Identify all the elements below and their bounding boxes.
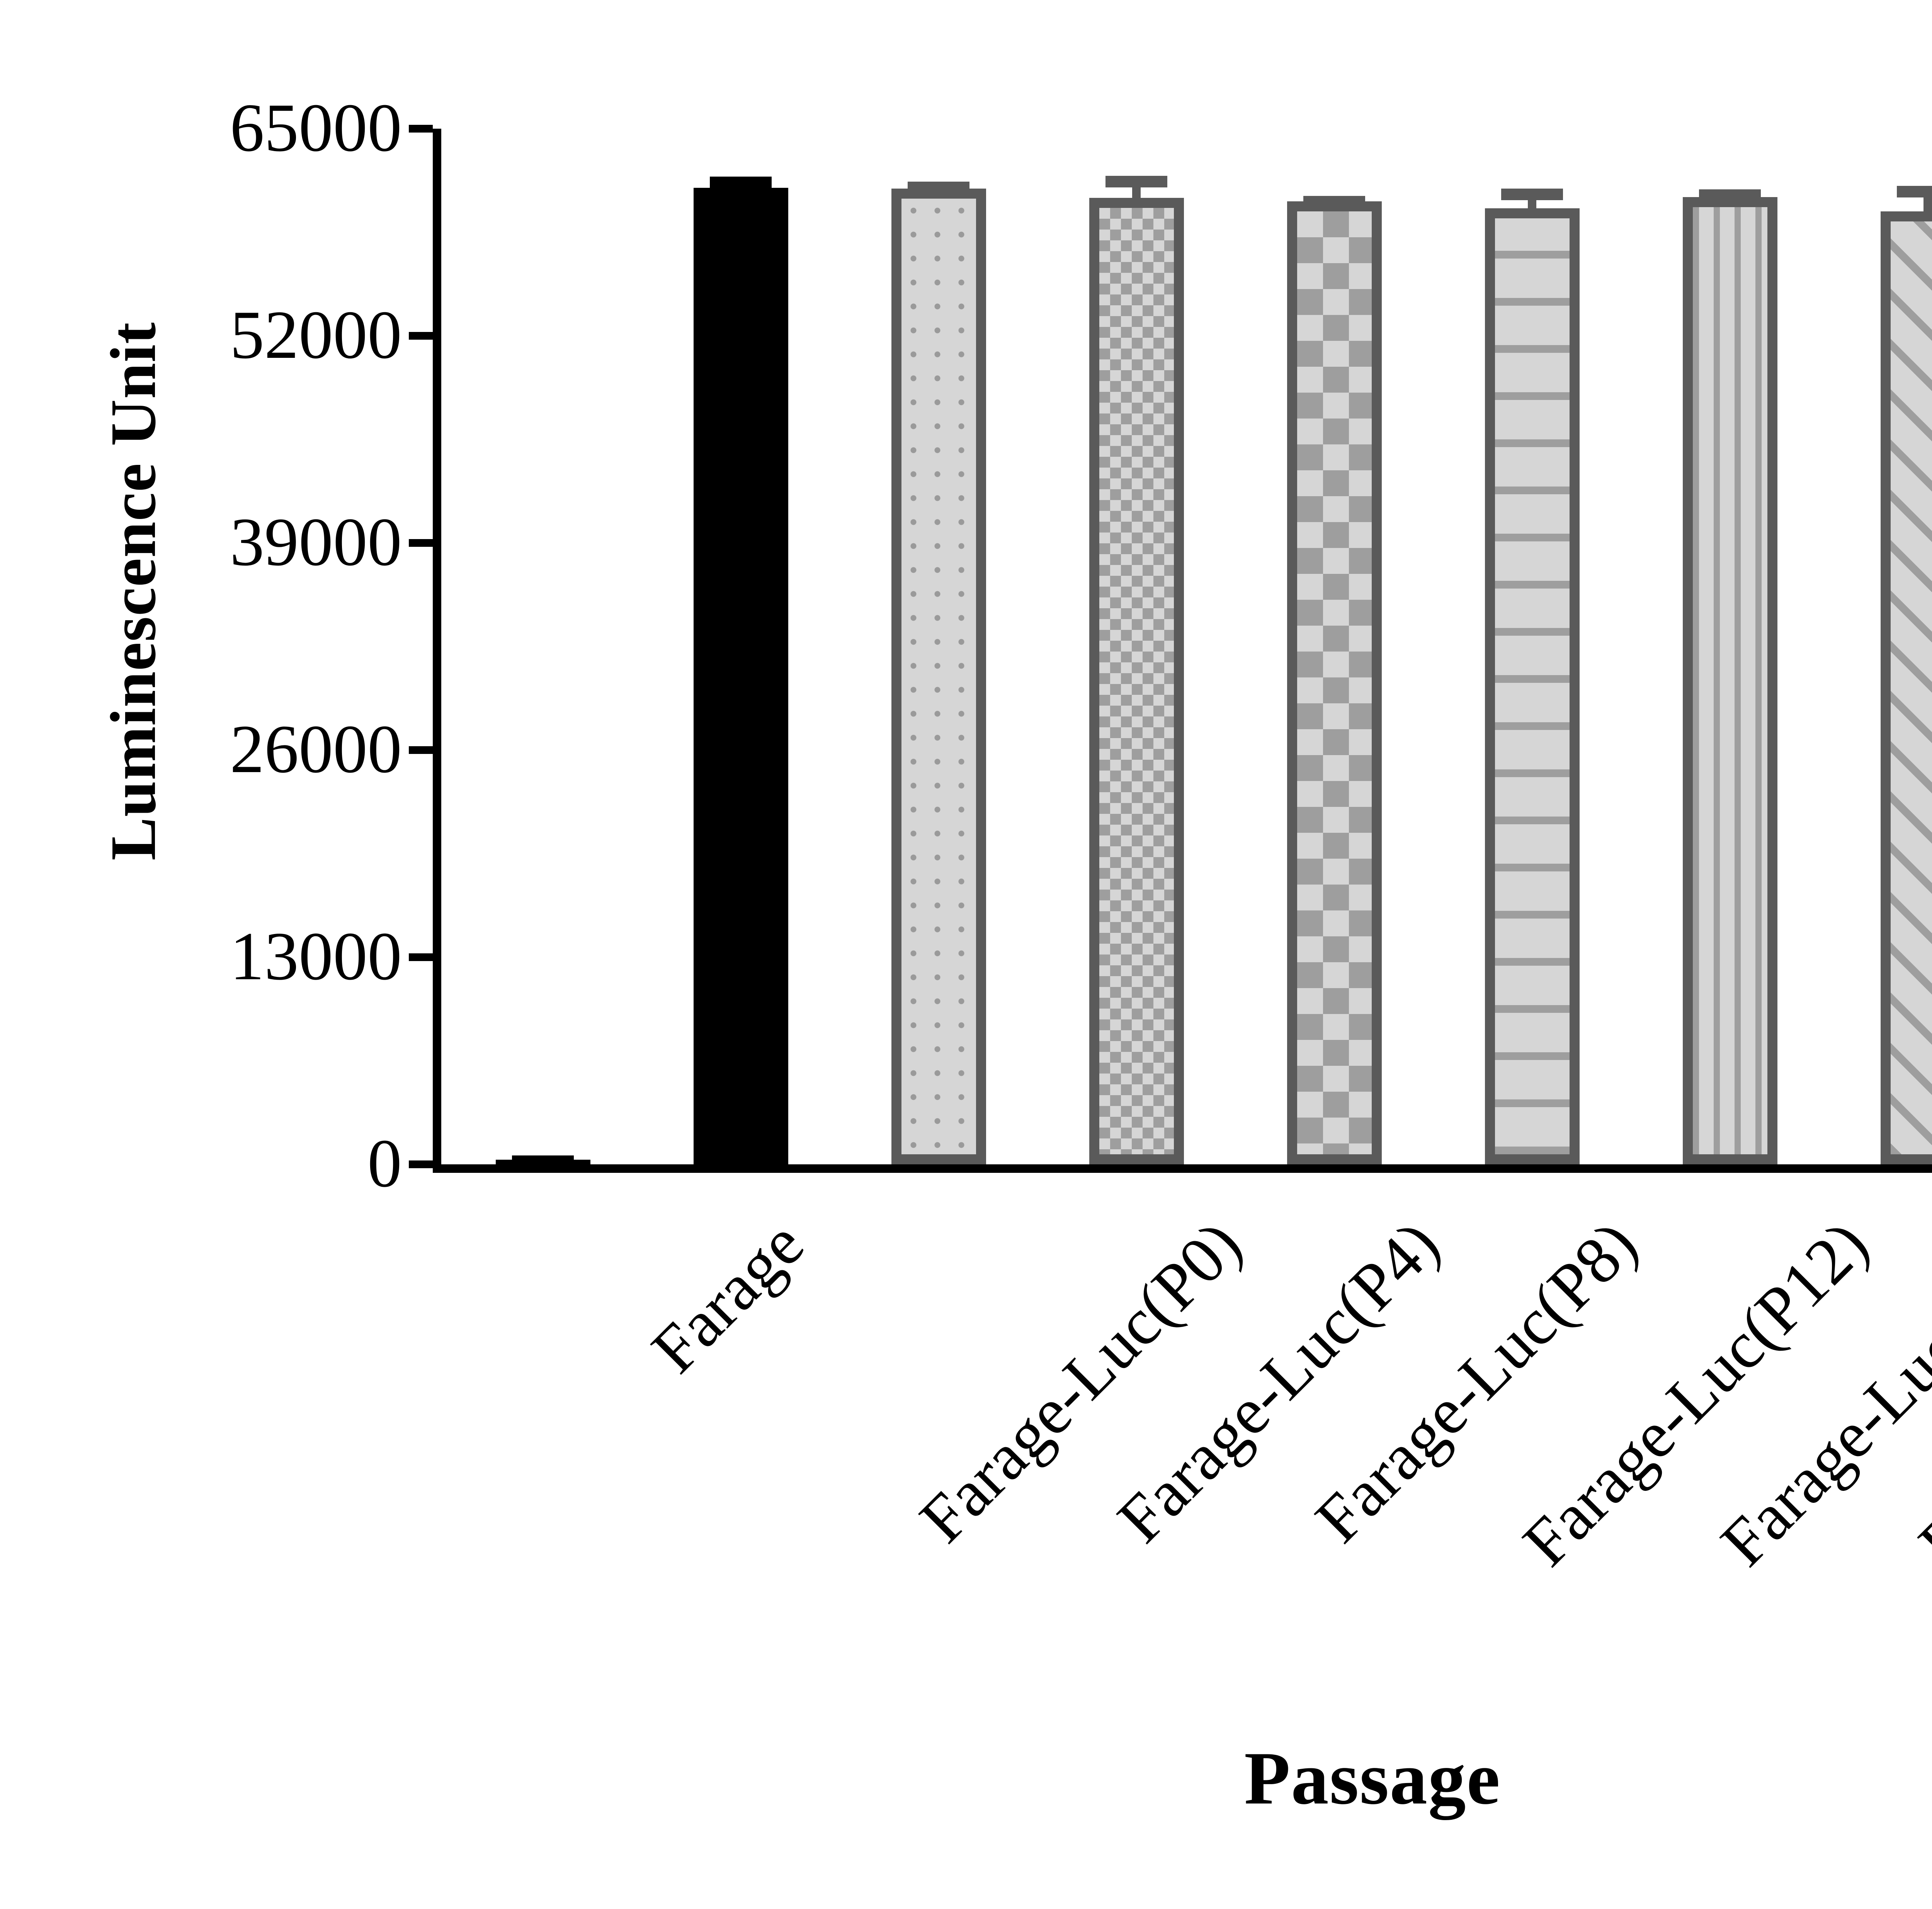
- error-bar-cap: [512, 1155, 574, 1167]
- error-bar-cap: [908, 181, 969, 193]
- error-bar-cap: [710, 176, 772, 188]
- y-axis-tick: [409, 539, 433, 547]
- x-axis-tick-label: Farage: [638, 1207, 818, 1387]
- y-axis-tick: [409, 1160, 433, 1168]
- bar: [1287, 201, 1382, 1164]
- y-axis-line: [433, 129, 441, 1173]
- bar: [1089, 198, 1184, 1164]
- error-bar-cap: [1501, 188, 1563, 200]
- y-axis-tick: [409, 332, 433, 340]
- y-axis-tick-label: 52000: [230, 296, 402, 373]
- bar: [1682, 197, 1777, 1164]
- bar: [1485, 208, 1580, 1164]
- error-bar-cap: [1897, 186, 1932, 198]
- y-axis-tick: [409, 125, 433, 133]
- error-bar-cap: [1699, 189, 1761, 201]
- y-axis-tick-label: 13000: [230, 918, 402, 994]
- y-axis-tick-label: 0: [367, 1125, 402, 1201]
- y-axis-tick-label: 39000: [230, 504, 402, 580]
- bar: [891, 188, 986, 1164]
- y-axis-tick: [409, 746, 433, 754]
- error-bar-cap: [1105, 175, 1167, 187]
- x-axis-line: [433, 1164, 1932, 1173]
- bar: [693, 187, 788, 1164]
- bar: [1880, 211, 1932, 1164]
- y-axis-tick: [409, 953, 433, 961]
- y-axis-tick-label: 65000: [230, 89, 402, 166]
- error-bar-cap: [1303, 196, 1365, 208]
- y-axis-tick-label: 26000: [230, 711, 402, 787]
- x-axis-title: Passage: [1244, 1737, 1501, 1820]
